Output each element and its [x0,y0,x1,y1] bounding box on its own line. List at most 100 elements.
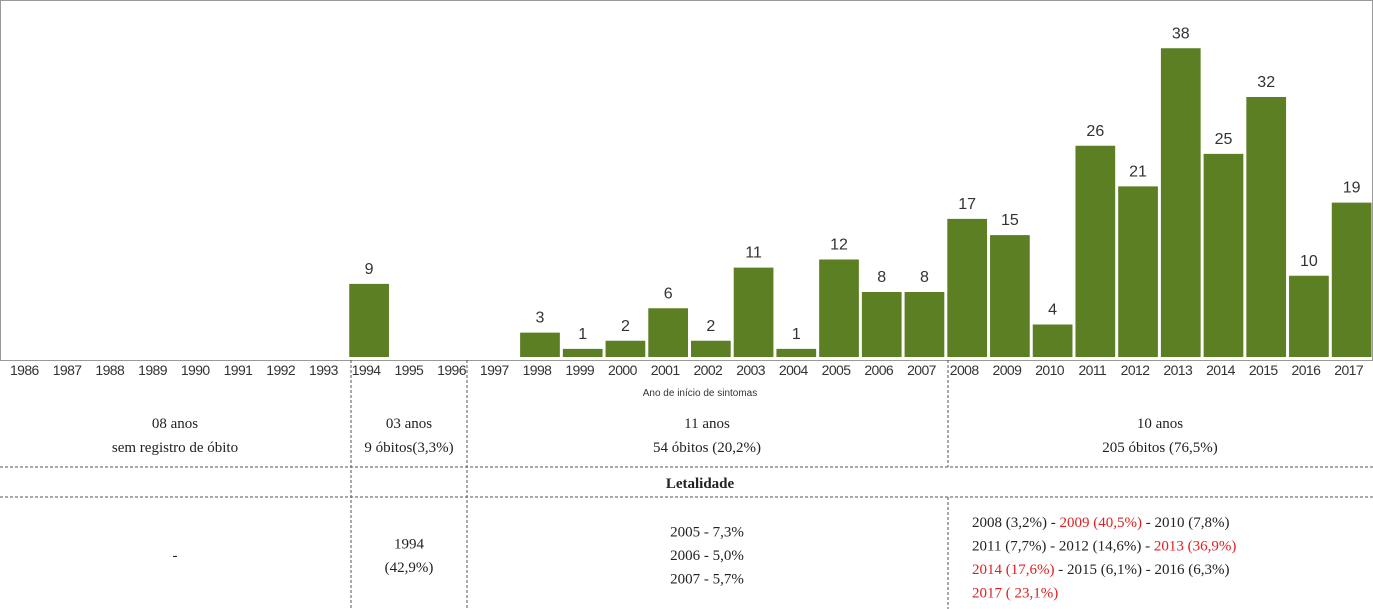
bar [648,308,688,357]
lethality-line: 2011 (7,7%) - 2012 (14,6%) - 2013 (36,9%… [972,539,1236,555]
bar [1289,275,1329,357]
lethality-line: 1994 [394,536,425,552]
data-label: 32 [1257,74,1275,91]
x-tick-label: 1997 [480,362,510,378]
bar [1075,145,1116,357]
x-tick-label: 2010 [1035,362,1065,378]
period-deaths: 205 óbitos (76,5%) [1102,440,1217,456]
lethality-text: 2014 (17,6%) [972,562,1055,578]
x-tick-label: 2007 [907,362,937,378]
bar [691,340,731,357]
data-label: 6 [664,285,673,302]
period-deaths: 54 óbitos (20,2%) [653,440,761,456]
x-tick-label: 2008 [950,362,980,378]
lethality-text: 2013 (36,9%) [1154,539,1237,555]
data-label: 3 [536,310,545,327]
bar [1331,202,1372,357]
x-axis-label: Ano de início de sintomas [643,388,758,399]
lethality-line: 2005 - 7,3% [670,525,744,541]
lethality-line: 2008 (3,2%) - 2009 (40,5%) - 2010 (7,8%) [972,515,1229,531]
x-tick-label: 1996 [437,362,467,378]
bar [990,235,1030,357]
x-tick-label: 2003 [736,362,766,378]
data-label: 21 [1129,163,1147,180]
data-label: 11 [745,245,762,262]
bar [1032,324,1073,357]
x-tick-label: 1988 [95,362,125,378]
bar [1203,153,1244,357]
lethality-text: 2006 - 5,0% [670,548,744,564]
lethality-text: - 2010 (7,8%) [1142,515,1229,531]
lethality-line: (42,9%) [385,560,434,576]
bar [520,332,560,357]
x-tick-label: 2002 [693,362,723,378]
lethality-text: 2011 (7,7%) - 2012 (14,6%) - [972,539,1154,555]
data-label: 38 [1172,25,1190,42]
x-tick-label: 1999 [565,362,595,378]
lethality-text: - [173,548,178,564]
table-header: Letalidade [666,476,735,492]
lethality-text: - 2015 (6,1%) - 2016 (6,3%) [1055,562,1230,578]
lethality-text: (42,9%) [385,560,434,576]
x-tick-label: 2005 [822,362,852,378]
lethality-text: 2009 (40,5%) [1059,515,1142,531]
period-duration: 11 anos [684,416,730,432]
data-label: 10 [1300,253,1318,270]
x-tick-label: 2001 [651,362,681,378]
x-tick-label: 1992 [266,362,296,378]
data-label: 26 [1086,123,1104,140]
lethality-line: - [173,548,178,564]
lethality-text: 2007 - 5,7% [670,572,744,588]
data-label: 15 [1001,212,1019,229]
x-tick-label: 2015 [1249,362,1279,378]
x-tick-label: 1993 [309,362,339,378]
bar [733,267,774,357]
period-duration: 10 anos [1137,416,1183,432]
bar [605,340,646,357]
x-tick-label: 1998 [523,362,553,378]
lethality-text: 2008 (3,2%) - [972,515,1059,531]
data-label: 25 [1215,131,1233,148]
x-tick-label: 1987 [53,362,83,378]
lethality-line: 2006 - 5,0% [670,548,744,564]
bar [1160,48,1201,357]
bar [947,218,988,357]
data-label: 9 [365,261,374,278]
x-tick-label: 1990 [181,362,211,378]
lethality-line: 2014 (17,6%) - 2015 (6,1%) - 2016 (6,3%) [972,562,1229,578]
x-tick-label: 2011 [1078,362,1107,378]
bar [819,259,859,357]
data-label: 2 [621,318,630,335]
x-tick-label: 1994 [352,362,382,378]
lethality-text: 2017 ( 23,1%) [972,586,1058,602]
data-label: 8 [920,269,929,286]
data-label: 19 [1343,180,1361,197]
lethality-text: 1994 [394,536,425,552]
x-tick-label: 2012 [1121,362,1151,378]
data-label: 2 [706,318,715,335]
bar [1246,97,1287,357]
x-tick-label: 1995 [394,362,424,378]
period-deaths: 9 óbitos(3,3%) [364,440,453,456]
x-tick-label: 1989 [138,362,168,378]
x-tick-label: 2004 [779,362,809,378]
data-label: 17 [958,196,976,213]
bar [861,292,902,357]
lethality-line: 2017 ( 23,1%) [972,586,1058,602]
data-label: 1 [578,326,587,343]
period-duration: 03 anos [386,416,432,432]
bar [349,283,389,357]
x-tick-label: 1991 [224,362,254,378]
lethality-text: 2005 - 7,3% [670,525,744,541]
x-tick-label: 2017 [1334,362,1364,378]
x-tick-label: 2009 [993,362,1023,378]
data-label: 1 [792,326,801,343]
data-label: 4 [1048,302,1057,319]
period-duration: 08 anos [152,416,198,432]
bar [776,348,817,357]
bar [562,348,603,357]
period-deaths: sem registro de óbito [112,440,238,456]
x-tick-label: 2000 [608,362,638,378]
data-label: 12 [830,237,848,254]
